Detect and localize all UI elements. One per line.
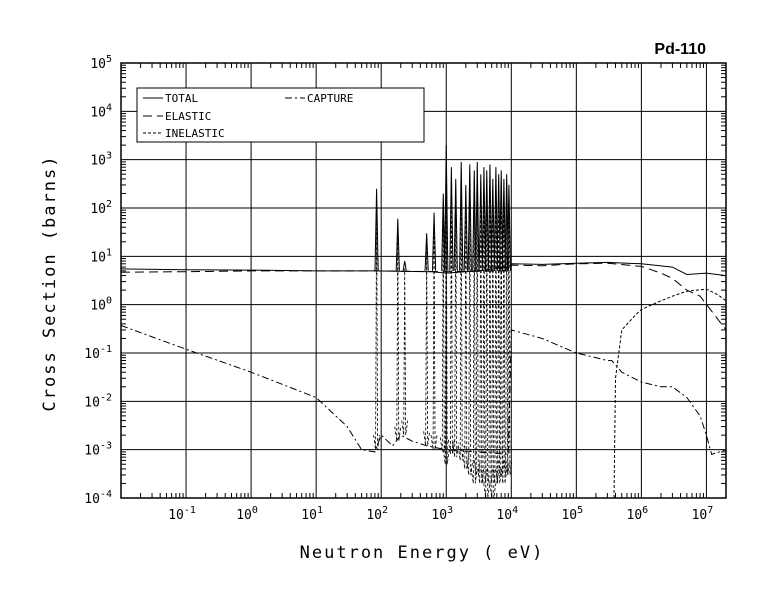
y-tick-label: 104 [90, 102, 112, 120]
series-line-elastic [121, 262, 726, 331]
resonance-capture-dip [401, 268, 409, 436]
resonance-capture-dip [489, 186, 497, 498]
series-line-total [121, 261, 726, 277]
x-tick-labels: 10-1 100 101 102 103 104 105 106 107 [168, 505, 713, 523]
resonance-capture-dip [473, 169, 481, 475]
resonance-peak [424, 233, 429, 271]
resonance-capture-dip [394, 226, 402, 442]
resonance-capture-dip [466, 171, 474, 475]
resonance-capture-dip [500, 186, 508, 484]
x-tick-label: 105 [561, 505, 583, 523]
y-tick-labels: 10-4 10-3 10-2 10-1 100 101 102 103 104 105 [84, 54, 112, 507]
series-line-capture [121, 325, 726, 456]
y-tick-label: 103 [90, 151, 112, 169]
resonance-capture-dip [492, 174, 500, 484]
resonance-capture-dip [442, 152, 450, 465]
minor-ticks [121, 63, 726, 498]
resonance-capture-dip [486, 171, 494, 484]
resonance-capture-dip [373, 196, 380, 450]
resonance-peak [395, 218, 400, 271]
x-tick-label: 10-1 [168, 505, 196, 523]
resonance-peak [478, 174, 483, 271]
series-line-inelastic [613, 288, 726, 498]
y-tick-label: 10-1 [84, 344, 112, 362]
resonance-capture-dip [480, 174, 488, 484]
resonance-peak [463, 184, 468, 271]
resonance-peak [453, 178, 458, 271]
x-tick-label: 107 [692, 505, 714, 523]
y-tick-label: 105 [90, 54, 112, 72]
y-tick-label: 10-4 [84, 489, 112, 507]
resonance-capture-dip [462, 192, 470, 469]
resonance-capture-dip [447, 174, 455, 455]
legend-label-capture: CAPTURE [307, 92, 353, 105]
resonance-peak [501, 178, 506, 271]
y-tick-label: 102 [90, 199, 112, 217]
resonance-capture-dip [505, 192, 513, 475]
resonance-peak [374, 188, 379, 271]
resonance-peak [499, 170, 504, 271]
y-tick-label: 100 [90, 296, 112, 314]
x-tick-label: 106 [627, 505, 649, 523]
resonance-peak [444, 145, 449, 271]
resonance-peak [449, 167, 454, 271]
plot-frame [120, 62, 727, 499]
resonance-peak [487, 164, 493, 271]
resonance-peak [481, 167, 487, 271]
x-tick-label: 102 [366, 505, 388, 523]
legend-box [136, 87, 425, 143]
chart-title: Pd-110 [654, 41, 706, 58]
resonance-peak [431, 212, 437, 271]
resonance-capture-dip [457, 169, 465, 461]
resonance-capture-dip [497, 177, 505, 475]
resonance-capture-dip [503, 181, 511, 475]
y-tick-label: 10-2 [84, 392, 112, 410]
resonance-peak [459, 161, 464, 271]
resonance-capture-dip [452, 186, 460, 458]
resonance-peak [475, 161, 480, 271]
resonance-capture-dip [430, 220, 438, 450]
resonance-peak [484, 170, 489, 271]
resonance-layer [373, 145, 513, 498]
legend-label-total: TOTAL [165, 92, 198, 105]
series-layer [121, 261, 726, 498]
legend: TOTAL CAPTURE ELASTIC INELASTIC [136, 87, 425, 143]
x-axis-title: Neutron Energy ( eV) [300, 543, 545, 563]
y-tick-label: 101 [90, 247, 112, 265]
legend-label-elastic: ELASTIC [165, 110, 211, 123]
resonance-peak [467, 164, 472, 271]
x-tick-label: 101 [301, 505, 323, 523]
x-tick-label: 100 [236, 505, 258, 523]
resonance-peak [490, 178, 495, 271]
x-tick-label: 104 [496, 505, 518, 523]
y-axis-title: Cross Section (barns) [40, 155, 60, 412]
legend-label-inelastic: INELASTIC [165, 127, 225, 140]
resonance-peak [441, 193, 446, 271]
resonance-capture-dip [477, 181, 485, 484]
x-tick-label: 103 [431, 505, 453, 523]
resonance-capture-dip [495, 181, 503, 484]
resonance-peak [402, 260, 407, 271]
resonance-capture-dip [470, 177, 478, 484]
y-tick-label: 10-3 [84, 441, 112, 459]
resonance-peak [472, 170, 477, 271]
resonance-peak [493, 167, 498, 271]
resonance-peak [506, 184, 512, 271]
